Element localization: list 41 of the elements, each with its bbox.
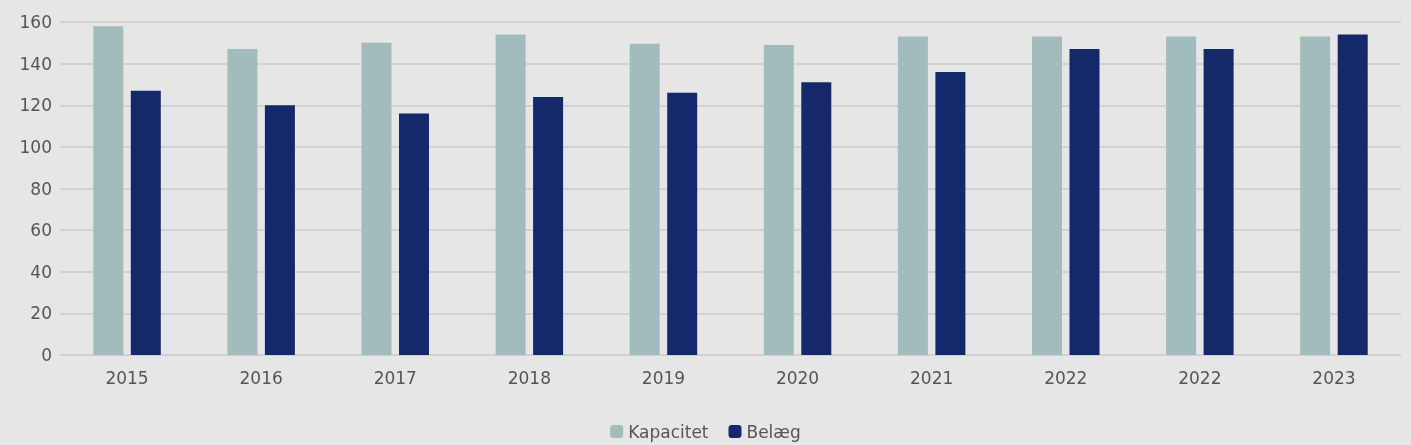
- x-tick-label: 2015: [105, 367, 149, 388]
- bar: [495, 34, 526, 355]
- bar: [533, 96, 564, 355]
- bar: [897, 36, 928, 355]
- x-tick-label: 2020: [775, 367, 820, 388]
- bar: [1166, 36, 1197, 355]
- y-tick-label: 140: [19, 53, 52, 74]
- y-tick-label: 100: [19, 136, 52, 157]
- bar: [1203, 49, 1234, 355]
- x-tick-label: 2018: [507, 367, 551, 388]
- x-tick-label: 2023: [1312, 367, 1356, 388]
- y-tick-label: 160: [19, 12, 52, 32]
- x-tick-label: 2016: [239, 367, 283, 388]
- y-tick-label: 120: [19, 95, 52, 116]
- y-tick-label: 80: [30, 178, 52, 199]
- bar: [399, 113, 429, 355]
- x-tick-label: 2021: [910, 367, 954, 388]
- x-tick-label: 2017: [373, 367, 417, 388]
- y-tick-label: 40: [30, 261, 52, 282]
- x-tick-label: 2022: [1044, 367, 1088, 388]
- bar: [629, 43, 660, 355]
- x-tick-label: 2019: [641, 367, 686, 388]
- bar: [361, 42, 392, 355]
- y-tick-label: 60: [30, 220, 52, 241]
- legend-label: Belæg: [746, 421, 801, 442]
- y-tick-label: 0: [41, 345, 52, 365]
- bar: [1032, 36, 1062, 355]
- x-tick-label: 2022: [1178, 367, 1222, 388]
- bar: [93, 26, 124, 355]
- bar: [1069, 49, 1100, 355]
- bar: [264, 105, 295, 355]
- bar: [763, 44, 794, 355]
- y-tick-label: 20: [30, 303, 52, 324]
- bar: [801, 82, 832, 355]
- legend-label: Kapacitet: [628, 421, 709, 442]
- bar: [1300, 36, 1331, 355]
- bar: [667, 92, 698, 355]
- bar: [227, 49, 258, 355]
- bar: [130, 90, 161, 355]
- bar: [935, 71, 966, 355]
- bar: [1337, 34, 1368, 355]
